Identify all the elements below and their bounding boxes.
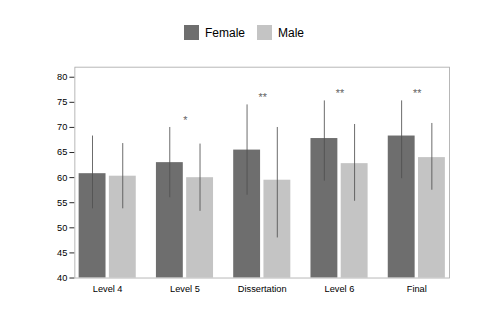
svg-text:**: ** [258,91,267,103]
html-text:Female: Female [205,25,245,40]
svg-text:Final: Final [407,284,427,294]
svg-text:Dissertation: Dissertation [238,284,287,294]
svg-text:**: ** [335,87,344,99]
svg-text:40: 40 [57,273,67,283]
svg-text:80: 80 [57,72,67,82]
svg-text:45: 45 [57,248,67,258]
svg-text:Level 5: Level 5 [170,284,200,294]
svg-text:Level 4: Level 4 [93,284,123,294]
svg-text:75: 75 [57,97,67,107]
svg-text:50: 50 [57,223,67,233]
svg-text:Level 6: Level 6 [325,284,355,294]
svg-text:**: ** [412,87,421,99]
svg-text:55: 55 [57,198,67,208]
svg-text:65: 65 [57,147,67,157]
svg-text:70: 70 [57,122,67,132]
svg-text:*: * [183,114,188,126]
html-text:Male: Male [278,25,304,40]
svg-text:60: 60 [57,173,67,183]
